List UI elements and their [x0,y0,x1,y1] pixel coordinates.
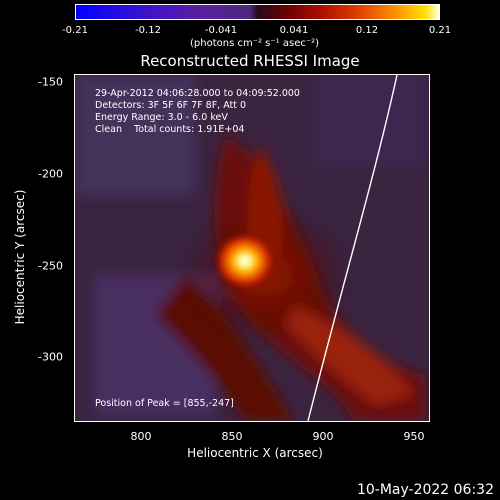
x-tick-label: 850 [221,430,243,443]
image-canvas [75,75,429,421]
image-plot[interactable] [74,74,430,422]
colorbar-tick: -0.041 [204,25,238,36]
colorbar-tick: 0.12 [355,25,379,36]
footer-timestamp: 10-May-2022 06:32 [356,482,494,498]
y-tick-label: -250 [38,259,63,273]
colorbar-tick: -0.12 [135,25,161,36]
x-axis-label: Heliocentric X (arcsec) [187,446,323,460]
colorbar-tick: 0.21 [428,25,452,36]
colorbar [75,4,440,20]
plot-title: Reconstructed RHESSI Image [140,52,360,70]
y-tick-label: -150 [38,75,63,89]
x-tick-label: 900 [312,430,334,443]
y-tick-label: -300 [38,350,63,364]
hxr-source [213,231,277,291]
y-axis-label: Heliocentric Y (arcsec) [13,189,27,325]
colorbar-tick: -0.21 [62,25,88,36]
info-detectors: Detectors: 3F 5F 6F 7F 8F, Att 0 [95,100,247,111]
y-tick-label: -200 [38,167,63,181]
info-time: 29-Apr-2012 04:06:28.000 to 04:09:52.000 [95,88,300,99]
peak-position: Position of Peak = [855,-247] [95,398,234,409]
x-tick-label: 950 [403,430,425,443]
x-tick-label: 800 [130,430,152,443]
solar-limb [307,75,398,421]
info-energy: Energy Range: 3.0 - 6.0 keV [95,112,228,123]
colorbar-units: (photons cm⁻² s⁻¹ asec⁻²) [190,38,320,49]
colorbar-tick: 0.041 [279,25,309,36]
info-clean: Clean Total counts: 1.91E+04 [95,124,245,135]
